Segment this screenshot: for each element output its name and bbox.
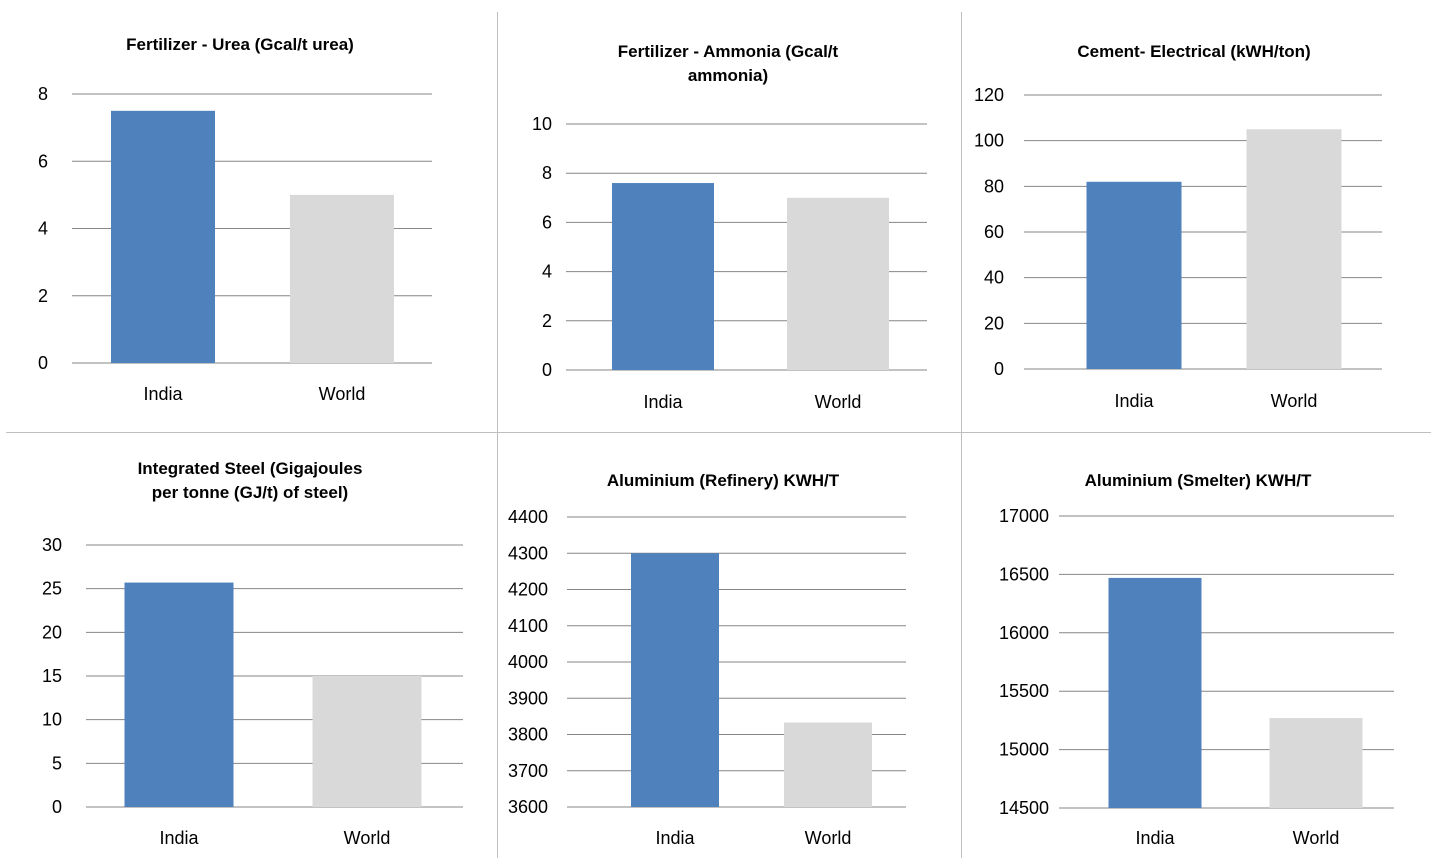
bar-india <box>1108 577 1202 808</box>
y-tick-label: 30 <box>42 535 62 555</box>
y-tick-label: 3700 <box>508 761 548 781</box>
y-tick-label: 25 <box>42 579 62 599</box>
y-tick-label: 14500 <box>999 798 1049 818</box>
y-tick-label: 4100 <box>508 616 548 636</box>
y-tick-label: 15 <box>42 666 62 686</box>
bar-world <box>290 194 394 363</box>
x-category-label: India <box>1114 391 1154 411</box>
x-category-label: World <box>319 384 366 404</box>
y-tick-label: 16000 <box>999 623 1049 643</box>
y-tick-label: 8 <box>542 163 552 183</box>
horizontal-divider <box>6 432 1431 433</box>
y-tick-label: 17000 <box>999 506 1049 526</box>
y-tick-label: 6 <box>542 212 552 232</box>
y-tick-label: 2 <box>38 286 48 306</box>
y-tick-label: 16500 <box>999 564 1049 584</box>
chart-title: ammonia) <box>688 66 768 85</box>
x-category-label: India <box>655 828 695 848</box>
x-category-label: World <box>805 828 852 848</box>
bar-world <box>787 197 889 370</box>
vertical-divider-right <box>961 12 962 858</box>
chart-title: per tonne (GJ/t) of steel) <box>152 483 348 502</box>
y-tick-label: 120 <box>974 85 1004 105</box>
y-tick-label: 3800 <box>508 725 548 745</box>
x-category-label: India <box>143 384 183 404</box>
chart-title: Fertilizer - Urea (Gcal/t urea) <box>126 35 354 54</box>
x-category-label: World <box>1293 828 1340 848</box>
y-tick-label: 6 <box>38 151 48 171</box>
vertical-divider-left <box>497 12 498 858</box>
y-tick-label: 5 <box>52 753 62 773</box>
bar-world <box>1269 718 1363 808</box>
y-tick-label: 3600 <box>508 797 548 817</box>
chart-title: Aluminium (Refinery) KWH/T <box>607 471 840 490</box>
y-tick-label: 80 <box>984 176 1004 196</box>
y-tick-label: 2 <box>542 311 552 331</box>
bar-india <box>612 183 714 370</box>
y-tick-label: 0 <box>994 359 1004 379</box>
x-category-label: World <box>1271 391 1318 411</box>
y-tick-label: 4000 <box>508 652 548 672</box>
y-tick-label: 15500 <box>999 681 1049 701</box>
y-tick-label: 40 <box>984 268 1004 288</box>
bar-world <box>784 722 872 807</box>
chart-title: Integrated Steel (Gigajoules <box>138 459 363 478</box>
y-tick-label: 8 <box>38 84 48 104</box>
x-category-label: World <box>815 392 862 412</box>
bar-world <box>312 676 422 807</box>
chart-title: Cement- Electrical (kWH/ton) <box>1077 42 1310 61</box>
y-tick-label: 4300 <box>508 543 548 563</box>
y-tick-label: 20 <box>42 622 62 642</box>
bar-india <box>631 553 719 807</box>
y-tick-label: 3900 <box>508 688 548 708</box>
y-tick-label: 4 <box>38 219 48 239</box>
bar-india <box>124 582 234 807</box>
y-tick-label: 10 <box>42 710 62 730</box>
y-tick-label: 4400 <box>508 507 548 527</box>
chart-title: Aluminium (Smelter) KWH/T <box>1085 471 1312 490</box>
y-tick-label: 20 <box>984 313 1004 333</box>
y-tick-label: 4200 <box>508 580 548 600</box>
chart-title: Fertilizer - Ammonia (Gcal/t <box>618 42 839 61</box>
y-tick-label: 0 <box>38 353 48 373</box>
bar-india <box>111 110 215 363</box>
bar-world <box>1246 129 1342 369</box>
y-tick-label: 100 <box>974 131 1004 151</box>
y-tick-label: 0 <box>52 797 62 817</box>
y-tick-label: 10 <box>532 114 552 134</box>
x-category-label: World <box>344 828 391 848</box>
y-tick-label: 4 <box>542 262 552 282</box>
x-category-label: India <box>643 392 683 412</box>
y-tick-label: 60 <box>984 222 1004 242</box>
bar-india <box>1086 181 1182 369</box>
y-tick-label: 0 <box>542 360 552 380</box>
x-category-label: India <box>159 828 199 848</box>
x-category-label: India <box>1135 828 1175 848</box>
y-tick-label: 15000 <box>999 740 1049 760</box>
